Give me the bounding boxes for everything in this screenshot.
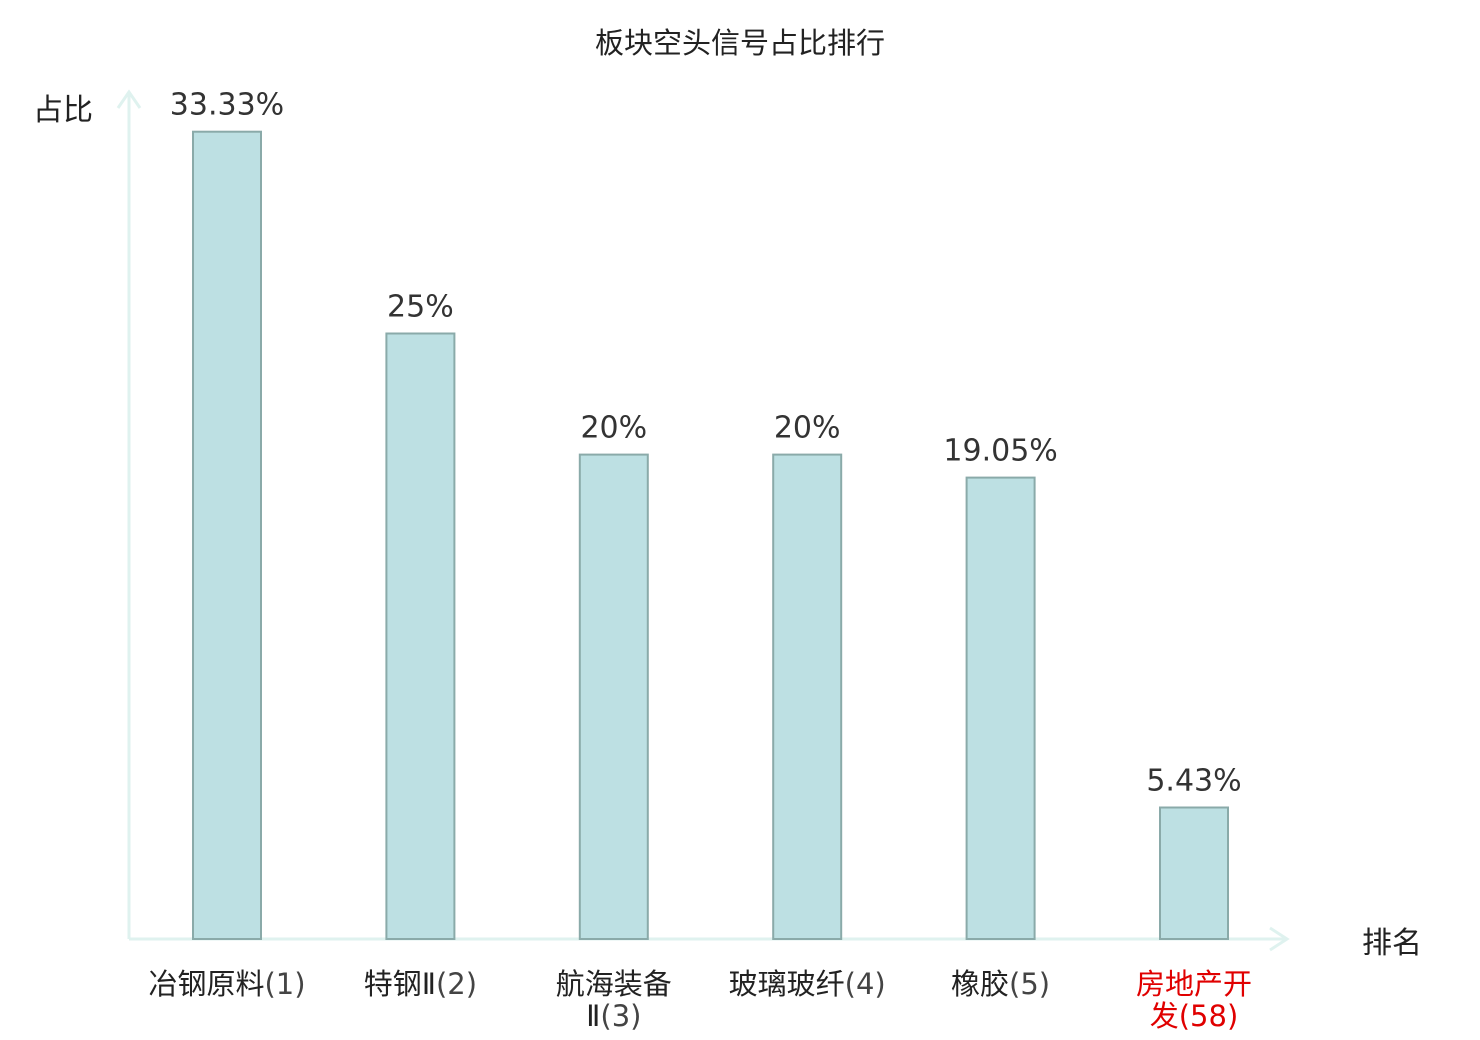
category-label-1: 冶钢原料(1)	[148, 967, 305, 1001]
value-labels: 33.33% 25% 20% 20% 19.05% 5.43%	[170, 88, 1242, 799]
bar-2	[385, 332, 456, 940]
bar-3	[578, 453, 649, 940]
category-rank: (2)	[436, 967, 477, 1001]
category-name-part: 发	[1150, 999, 1179, 1033]
x-axis-arrow	[1269, 926, 1290, 952]
y-axis-label: 占比	[33, 93, 93, 128]
bar-1	[192, 130, 262, 940]
category-rank: (58)	[1179, 999, 1239, 1033]
value-label-1: 33.33%	[170, 88, 284, 123]
y-axis-arrow	[116, 89, 142, 109]
category-name-part: 橡胶	[951, 967, 1009, 1001]
category-rank: (4)	[845, 967, 886, 1001]
category-label-line: 特钢Ⅱ(2)	[364, 967, 477, 1001]
axes	[116, 89, 1290, 952]
category-label-line: 橡胶(5)	[951, 967, 1050, 1001]
category-name-part: 特钢Ⅱ	[364, 967, 436, 1001]
value-label-5: 19.05%	[943, 434, 1057, 469]
value-label-4: 20%	[774, 411, 841, 446]
category-label-2: 特钢Ⅱ(2)	[364, 967, 477, 1001]
category-label-line: 发(58)	[1150, 999, 1239, 1033]
bar-5	[965, 476, 1036, 940]
category-label-line: 玻璃玻纤(4)	[729, 967, 886, 1001]
category-label-line: 房地产开	[1136, 967, 1252, 1001]
category-rank: (1)	[264, 967, 305, 1001]
category-label-line: 冶钢原料(1)	[148, 967, 305, 1001]
bar-4	[772, 453, 843, 940]
category-rank: (5)	[1009, 967, 1050, 1001]
category-label-line: 航海装备	[556, 967, 672, 1001]
category-name-part: 冶钢原料	[148, 967, 264, 1001]
category-rank: (3)	[600, 999, 641, 1033]
value-label-6: 5.43%	[1146, 764, 1241, 799]
category-label-4: 玻璃玻纤(4)	[729, 967, 886, 1001]
category-name-part: 玻璃玻纤	[729, 967, 845, 1001]
value-label-3: 20%	[580, 411, 647, 446]
value-label-2: 25%	[387, 290, 454, 325]
bars	[192, 130, 1229, 940]
category-label-line: Ⅱ(3)	[586, 999, 641, 1033]
category-name-part: Ⅱ	[586, 999, 600, 1033]
category-name-part: 航海装备	[556, 967, 672, 1001]
category-name-part: 房地产开	[1136, 967, 1252, 1001]
category-label-5: 橡胶(5)	[951, 967, 1050, 1001]
x-axis-label: 排名	[1362, 926, 1422, 961]
bar-6	[1159, 806, 1229, 940]
chart-title: 板块空头信号占比排行	[595, 26, 885, 60]
